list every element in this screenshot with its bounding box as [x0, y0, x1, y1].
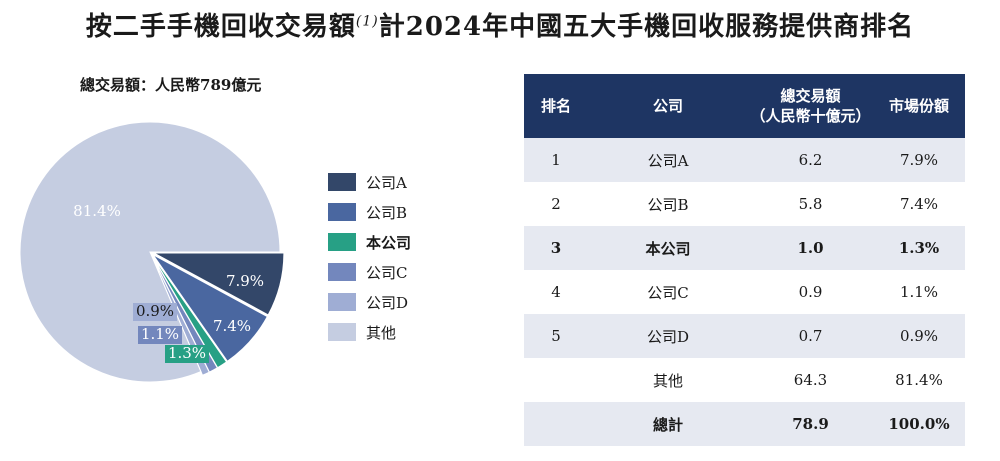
- legend-swatch: [328, 263, 356, 281]
- legend-swatch: [328, 293, 356, 311]
- slice-label: 1.1%: [141, 325, 179, 343]
- total-label-suffix: 億元: [231, 76, 262, 94]
- cell-share: 7.9%: [873, 138, 965, 182]
- title-prefix: 按二手手機回收交易額: [85, 12, 356, 42]
- legend-swatch: [328, 173, 356, 191]
- cell-company: 本公司: [588, 226, 748, 270]
- total-label-prefix: 總交易額：人民幣: [80, 76, 201, 94]
- title-year: 2024: [405, 12, 483, 42]
- legend-label: 其他: [366, 323, 397, 342]
- slice-label: 7.4%: [213, 317, 251, 335]
- legend-item: 其他: [328, 317, 411, 347]
- header-amount-line1: 總交易額: [780, 87, 841, 105]
- table-row: 5 公司D 0.7 0.9%: [524, 314, 965, 358]
- header-amount: 總交易額 （人民幣十億元）: [748, 74, 873, 138]
- cell-amount: 78.9: [748, 402, 873, 446]
- table-row: 總計 78.9 100.0%: [524, 402, 965, 446]
- legend-item: 公司D: [328, 287, 411, 317]
- cell-rank: 3: [524, 226, 588, 270]
- cell-share: 81.4%: [873, 358, 965, 402]
- cell-share: 100.0%: [873, 402, 965, 446]
- slice-label-bg: [133, 303, 177, 321]
- title-middle: 計: [378, 12, 406, 42]
- cell-rank: 2: [524, 182, 588, 226]
- cell-share: 7.4%: [873, 182, 965, 226]
- cell-amount: 0.9: [748, 270, 873, 314]
- title-footnote-marker: (1): [355, 13, 379, 30]
- table-body: 1 公司A 6.2 7.9% 2 公司B 5.8 7.4% 3 本公司 1.0 1.3% 4 公司C 0.9…: [524, 138, 965, 446]
- table-row: 2 公司B 5.8 7.4%: [524, 182, 965, 226]
- slice-label-bg: [138, 326, 182, 344]
- legend-label: 公司A: [366, 173, 407, 192]
- slice-label: 0.9%: [136, 302, 174, 320]
- cell-share: 0.9%: [873, 314, 965, 358]
- header-company: 公司: [588, 74, 748, 138]
- legend-item: 公司A: [328, 167, 411, 197]
- cell-company: 總計: [588, 402, 748, 446]
- legend-swatch: [328, 323, 356, 341]
- table-header-row: 排名 公司 總交易額 （人民幣十億元） 市場份額: [524, 74, 965, 138]
- table-row: 3 本公司 1.0 1.3%: [524, 226, 965, 270]
- cell-company: 公司B: [588, 182, 748, 226]
- legend-label: 公司C: [366, 263, 408, 282]
- legend-item: 公司C: [328, 257, 411, 287]
- legend-swatch: [328, 233, 356, 251]
- total-amount-label: 總交易額：人民幣789億元: [80, 74, 261, 95]
- cell-rank: 5: [524, 314, 588, 358]
- legend-label: 本公司: [366, 233, 412, 252]
- total-label-value: 789: [200, 76, 232, 94]
- cell-amount: 1.0: [748, 226, 873, 270]
- cell-company: 公司C: [588, 270, 748, 314]
- header-amount-line2: （人民幣十億元）: [750, 107, 871, 125]
- table-row: 1 公司A 6.2 7.9%: [524, 138, 965, 182]
- cell-company: 公司A: [588, 138, 748, 182]
- cell-rank: 1: [524, 138, 588, 182]
- pie-legend: 公司A 公司B 本公司公司C 公司D 其他: [328, 167, 411, 347]
- cell-amount: 0.7: [748, 314, 873, 358]
- table-row: 4 公司C 0.9 1.1%: [524, 270, 965, 314]
- table-row: 其他 64.3 81.4%: [524, 358, 965, 402]
- legend-item: 本公司: [328, 227, 411, 257]
- page-title: 按二手手機回收交易額(1)計2024年中國五大手機回收服務提供商排名: [0, 6, 1000, 43]
- pie-slice: [153, 252, 285, 316]
- pie-slice: [19, 121, 281, 383]
- pie-slice: [152, 254, 268, 362]
- title-suffix: 年中國五大手機回收服務提供商排名: [482, 12, 915, 42]
- cell-rank: [524, 402, 588, 446]
- slice-label: 1.3%: [168, 344, 206, 362]
- legend-item: 公司B: [328, 197, 411, 227]
- cell-share: 1.1%: [873, 270, 965, 314]
- legend-swatch: [328, 203, 356, 221]
- header-share: 市場份額: [873, 74, 965, 138]
- ranking-table: 排名 公司 總交易額 （人民幣十億元） 市場份額 1 公司A 6.2 7.9% 2 公司B…: [524, 74, 965, 446]
- cell-rank: [524, 358, 588, 402]
- legend-label: 公司D: [366, 293, 409, 312]
- cell-rank: 4: [524, 270, 588, 314]
- legend-label: 公司B: [366, 203, 408, 222]
- cell-company: 其他: [588, 358, 748, 402]
- pie-chart: 7.9% 7.4% 1.3%1.1% 0.9% 81.4%: [19, 121, 285, 383]
- cell-amount: 64.3: [748, 358, 873, 402]
- slice-label: 81.4%: [73, 202, 121, 220]
- slice-label-bg: [165, 345, 209, 363]
- cell-company: 公司D: [588, 314, 748, 358]
- slice-label: 7.9%: [226, 272, 264, 290]
- header-rank: 排名: [524, 74, 588, 138]
- cell-share: 1.3%: [873, 226, 965, 270]
- cell-amount: 5.8: [748, 182, 873, 226]
- cell-amount: 6.2: [748, 138, 873, 182]
